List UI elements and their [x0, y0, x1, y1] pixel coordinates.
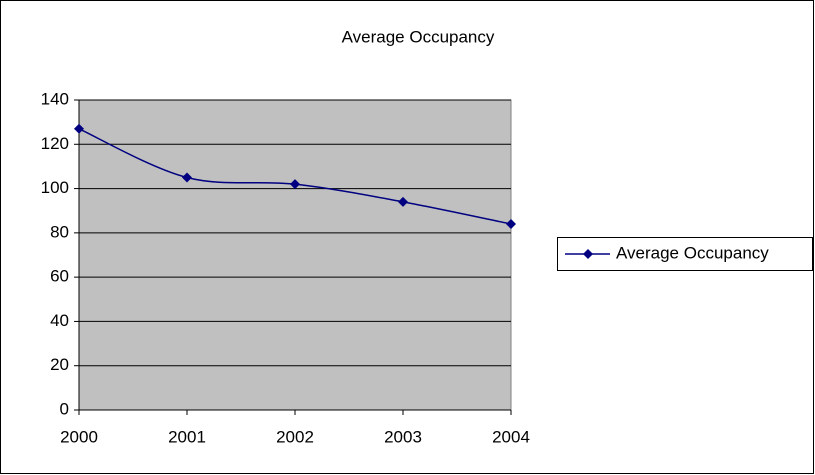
x-tick-label: 2004 [492, 427, 530, 446]
x-tick-label: 2002 [276, 427, 314, 446]
chart-title: Average Occupancy [342, 27, 495, 46]
point-marker [398, 196, 408, 207]
point-marker [506, 219, 516, 229]
y-tick-label: 120 [41, 134, 69, 153]
x-tick-label: 2001 [168, 427, 206, 446]
y-tick-label: 20 [50, 355, 69, 374]
point-marker [74, 123, 84, 134]
x-tick-label: 2000 [60, 427, 98, 446]
y-tick-label: 0 [60, 399, 69, 418]
y-tick-label: 100 [41, 178, 69, 197]
x-tick-label: 2003 [384, 427, 422, 446]
legend-label: Average Occupancy [616, 243, 769, 262]
plot-area [78, 99, 512, 411]
y-tick-label: 80 [50, 222, 69, 241]
y-tick-label: 140 [41, 89, 69, 108]
point-marker [290, 179, 300, 190]
legend-marker [583, 249, 593, 259]
y-tick-label: 40 [50, 311, 69, 330]
point-marker [182, 172, 192, 183]
y-tick-label: 60 [50, 267, 69, 286]
